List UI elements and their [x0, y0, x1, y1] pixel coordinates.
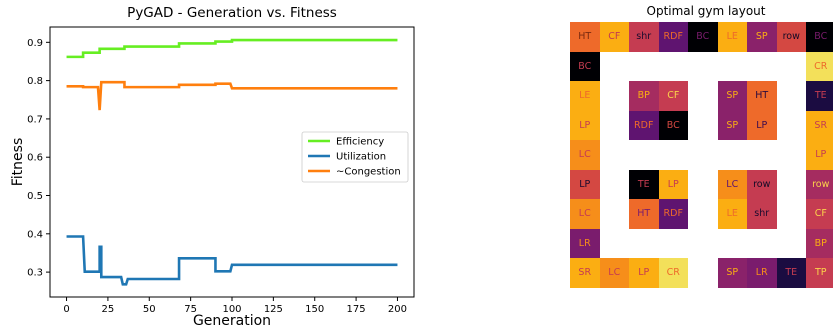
layout-cell: SP — [747, 22, 777, 52]
layout-cell: RDF — [629, 110, 659, 140]
layout-cell: SP — [717, 81, 747, 111]
legend-items: Efficiency Utilization ~Congestion — [308, 137, 401, 178]
layout-cell: BP — [806, 228, 833, 258]
legend: Efficiency Utilization ~Congestion — [301, 131, 409, 183]
layout-cell: HT — [629, 199, 659, 229]
x-tick-label: 25 — [102, 304, 115, 315]
layout-cell: shr — [629, 22, 659, 52]
x-tick-label: 175 — [347, 304, 366, 315]
layout-cell: row — [806, 169, 833, 199]
layout-cell: row — [776, 22, 806, 52]
y-tick-label: 0.7 — [27, 114, 43, 125]
x-tick-label: 75 — [184, 304, 197, 315]
layout-cell: LE — [570, 81, 600, 111]
x-tick-label: 200 — [388, 304, 407, 315]
layout-cell: CF — [658, 81, 688, 111]
layout-cell: SP — [717, 110, 747, 140]
series-line-utilization — [66, 235, 398, 286]
y-axis-label: Fitness — [10, 138, 26, 187]
x-axis-label: Generation — [193, 313, 271, 329]
legend-frame — [301, 131, 409, 183]
layout-cell: LP — [629, 258, 659, 288]
layout-cell: SR — [570, 258, 600, 288]
layout-cell: RDF — [658, 22, 688, 52]
layout-cell: LC — [570, 199, 600, 229]
y-tick-label: 0.4 — [27, 229, 43, 240]
layout-cell: LC — [570, 140, 600, 170]
x-tick-label: 125 — [264, 304, 283, 315]
layout-cell: CF — [599, 22, 629, 52]
y-tick-label: 0.8 — [27, 76, 43, 87]
layout-cell: LP — [658, 169, 688, 199]
layout-cell: TE — [629, 169, 659, 199]
layout-cell: BC — [688, 22, 718, 52]
layout-cell: BC — [658, 110, 688, 140]
gym-layout-title: Optimal gym layout — [646, 4, 766, 18]
layout-cell: CR — [658, 258, 688, 288]
x-axis-ticks: 0 25 50 75 100 125 150 175 200 — [63, 297, 407, 315]
layout-cell: BC — [570, 51, 600, 81]
layout-cell: CR — [806, 51, 833, 81]
layout-cell: TP — [806, 258, 833, 288]
x-tick-label: 0 — [63, 304, 69, 315]
x-tick-label: 100 — [222, 304, 241, 315]
y-tick-label: 0.5 — [27, 191, 43, 202]
layout-cell: LC — [599, 258, 629, 288]
x-tick-label: 50 — [143, 304, 156, 315]
layout-cell: LE — [717, 22, 747, 52]
layout-cell: HT — [747, 81, 777, 111]
y-tick-label: 0.3 — [27, 268, 43, 279]
layout-cell: CF — [806, 199, 833, 229]
series-line-efficiency — [66, 38, 398, 59]
layout-cell: RDF — [658, 199, 688, 229]
layout-cell: LP — [747, 110, 777, 140]
series-line-congestion — [66, 80, 398, 111]
legend-label: Utilization — [336, 152, 386, 163]
layout-cell: row — [747, 169, 777, 199]
layout-cell: BP — [629, 81, 659, 111]
legend-label: ~Congestion — [336, 167, 401, 178]
layout-cell: LR — [747, 258, 777, 288]
layout-cell: TE — [806, 81, 833, 111]
series-lines — [66, 38, 398, 286]
legend-label: Efficiency — [336, 137, 384, 148]
layout-cell: SR — [806, 110, 833, 140]
fitness-line-chart: PyGAD - Generation vs. Fitness 0 25 50 75 10… — [10, 5, 415, 329]
layout-cell: LP — [570, 169, 600, 199]
layout-cell: TE — [776, 258, 806, 288]
layout-cell: SP — [717, 258, 747, 288]
layout-cell: shr — [747, 199, 777, 229]
x-tick-label: 150 — [305, 304, 324, 315]
y-tick-label: 0.9 — [27, 38, 43, 49]
layout-cell: HT — [570, 22, 600, 52]
layout-cell: LE — [717, 199, 747, 229]
line-chart-title: PyGAD - Generation vs. Fitness — [127, 5, 337, 21]
gym-layout-panel: Optimal gym layout HT CF shr RDF BC LE SP row BC… — [560, 0, 833, 331]
layout-cell: LP — [806, 140, 833, 170]
layout-cell: BC — [806, 22, 833, 52]
layout-cell: LP — [570, 110, 600, 140]
y-axis-ticks: 0.3 0.4 0.5 0.6 0.7 0.8 0.9 — [27, 38, 50, 279]
layout-cell: LC — [717, 169, 747, 199]
layout-cell: LR — [570, 228, 600, 258]
y-tick-label: 0.6 — [27, 153, 43, 164]
